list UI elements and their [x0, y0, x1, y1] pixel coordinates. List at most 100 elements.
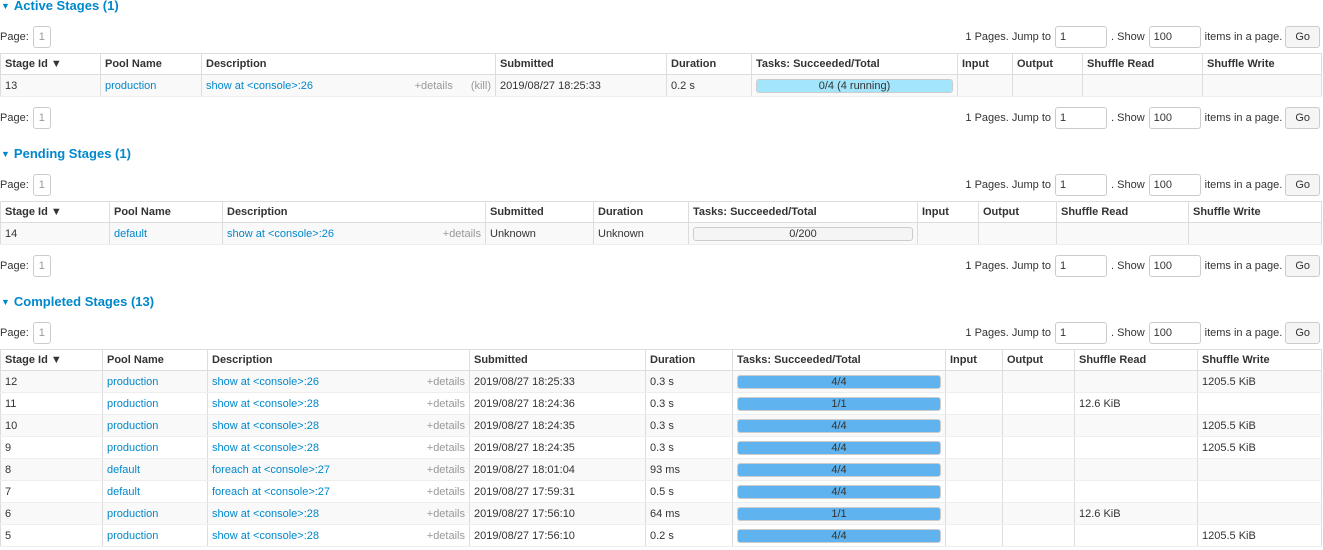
- column-header-tasks-succeeded-total[interactable]: Tasks: Succeeded/Total: [751, 53, 958, 75]
- pool-name-link[interactable]: default: [114, 227, 148, 240]
- go-button[interactable]: Go: [1285, 107, 1320, 129]
- tasks-text: 4/4: [831, 375, 847, 388]
- submitted-cell: Unknown: [485, 222, 594, 245]
- pool-name-link[interactable]: default: [107, 463, 141, 476]
- stage-id-cell: 14: [0, 222, 110, 245]
- page-size-input[interactable]: 100: [1148, 322, 1201, 344]
- pool-name-link[interactable]: production: [107, 441, 159, 454]
- column-header-shuffle-read[interactable]: Shuffle Read: [1082, 53, 1203, 75]
- column-header-shuffle-write[interactable]: Shuffle Write: [1188, 201, 1322, 223]
- details-toggle[interactable]: +details: [426, 419, 465, 432]
- shuffle-write-cell: [1188, 222, 1322, 245]
- column-header-input[interactable]: Input: [957, 53, 1013, 75]
- column-header-shuffle-read[interactable]: Shuffle Read: [1074, 349, 1198, 371]
- pool-name-cell: production: [100, 74, 202, 97]
- collapse-triangle-icon[interactable]: ▼: [1, 1, 10, 11]
- tasks-cell: 1/1: [732, 502, 946, 525]
- column-header-submitted[interactable]: Submitted: [495, 53, 667, 75]
- column-header-submitted[interactable]: Submitted: [485, 201, 594, 223]
- pool-name-link[interactable]: production: [107, 397, 159, 410]
- description-link[interactable]: show at <console>:28: [212, 529, 320, 542]
- column-header-description[interactable]: Description: [201, 53, 496, 75]
- page-size-input[interactable]: 100: [1148, 174, 1201, 196]
- kill-link[interactable]: (kill): [470, 79, 491, 92]
- column-header-stage-id[interactable]: Stage Id ▼: [0, 349, 103, 371]
- jump-to-page-input[interactable]: 1: [1055, 322, 1108, 344]
- pool-name-link[interactable]: production: [107, 375, 159, 388]
- column-header-pool-name[interactable]: Pool Name: [109, 201, 223, 223]
- page-number-button[interactable]: 1: [32, 26, 51, 48]
- description-link[interactable]: show at <console>:28: [212, 419, 320, 432]
- page-number-button[interactable]: 1: [32, 255, 51, 277]
- go-button[interactable]: Go: [1285, 26, 1320, 48]
- column-header-shuffle-write[interactable]: Shuffle Write: [1197, 349, 1322, 371]
- column-header-tasks-succeeded-total[interactable]: Tasks: Succeeded/Total: [732, 349, 946, 371]
- details-toggle[interactable]: +details: [426, 397, 465, 410]
- duration-cell: 0.2 s: [645, 524, 733, 547]
- description-link[interactable]: show at <console>:28: [212, 441, 320, 454]
- completed-stages-heading[interactable]: ▼ Completed Stages (13): [0, 295, 1322, 312]
- details-toggle[interactable]: +details: [426, 441, 465, 454]
- go-button[interactable]: Go: [1285, 322, 1320, 344]
- collapse-triangle-icon[interactable]: ▼: [1, 149, 10, 159]
- pool-name-link[interactable]: production: [107, 419, 159, 432]
- column-header-description[interactable]: Description: [207, 349, 470, 371]
- column-header-duration[interactable]: Duration: [666, 53, 752, 75]
- pending-stages-heading[interactable]: ▼ Pending Stages (1): [0, 147, 1322, 164]
- column-header-duration[interactable]: Duration: [593, 201, 689, 223]
- column-header-pool-name[interactable]: Pool Name: [100, 53, 202, 75]
- description-link[interactable]: show at <console>:28: [212, 507, 320, 520]
- pool-name-link[interactable]: default: [107, 485, 141, 498]
- column-header-tasks-succeeded-total[interactable]: Tasks: Succeeded/Total: [688, 201, 918, 223]
- details-toggle[interactable]: +details: [442, 227, 481, 240]
- page-number-button[interactable]: 1: [32, 174, 51, 196]
- description-link[interactable]: foreach at <console>:27: [212, 463, 331, 476]
- column-header-stage-id[interactable]: Stage Id ▼: [0, 201, 110, 223]
- pool-name-link[interactable]: production: [107, 507, 159, 520]
- tasks-cell: 4/4: [732, 370, 946, 393]
- column-header-input[interactable]: Input: [917, 201, 979, 223]
- column-header-description[interactable]: Description: [222, 201, 486, 223]
- stage-id-cell: 13: [0, 74, 101, 97]
- details-toggle[interactable]: +details: [426, 485, 465, 498]
- page-size-input[interactable]: 100: [1148, 255, 1201, 277]
- details-toggle[interactable]: +details: [426, 529, 465, 542]
- page-number-button[interactable]: 1: [32, 322, 51, 344]
- column-header-output[interactable]: Output: [1012, 53, 1083, 75]
- details-toggle[interactable]: +details: [414, 79, 453, 92]
- go-button[interactable]: Go: [1285, 174, 1320, 196]
- column-header-shuffle-write[interactable]: Shuffle Write: [1202, 53, 1322, 75]
- description-link[interactable]: show at <console>:28: [212, 397, 320, 410]
- show-text: . Show: [1111, 260, 1145, 272]
- description-link[interactable]: foreach at <console>:27: [212, 485, 331, 498]
- jump-to-page-input[interactable]: 1: [1055, 26, 1108, 48]
- jump-to-page-input[interactable]: 1: [1055, 255, 1108, 277]
- column-header-stage-id[interactable]: Stage Id ▼: [0, 53, 101, 75]
- page-number-button[interactable]: 1: [32, 107, 51, 129]
- details-toggle[interactable]: +details: [426, 375, 465, 388]
- description-link[interactable]: show at <console>:26: [227, 227, 335, 240]
- duration-cell: 0.3 s: [645, 370, 733, 393]
- column-header-output[interactable]: Output: [1002, 349, 1075, 371]
- show-text: . Show: [1111, 112, 1145, 124]
- jump-to-page-input[interactable]: 1: [1055, 107, 1108, 129]
- description-link[interactable]: show at <console>:26: [212, 375, 320, 388]
- description-link[interactable]: show at <console>:26: [206, 79, 314, 92]
- pool-name-link[interactable]: production: [107, 529, 159, 542]
- column-header-duration[interactable]: Duration: [645, 349, 733, 371]
- column-header-shuffle-read[interactable]: Shuffle Read: [1056, 201, 1189, 223]
- collapse-triangle-icon[interactable]: ▼: [1, 297, 10, 307]
- description-cell: +details show at <console>:28: [207, 392, 470, 415]
- details-toggle[interactable]: +details: [426, 507, 465, 520]
- column-header-submitted[interactable]: Submitted: [469, 349, 646, 371]
- active-stages-heading[interactable]: ▼ Active Stages (1): [0, 0, 1322, 16]
- details-toggle[interactable]: +details: [426, 463, 465, 476]
- page-size-input[interactable]: 100: [1148, 26, 1201, 48]
- page-size-input[interactable]: 100: [1148, 107, 1201, 129]
- pool-name-link[interactable]: production: [105, 79, 157, 92]
- column-header-input[interactable]: Input: [945, 349, 1003, 371]
- jump-to-page-input[interactable]: 1: [1055, 174, 1108, 196]
- column-header-output[interactable]: Output: [978, 201, 1057, 223]
- column-header-pool-name[interactable]: Pool Name: [102, 349, 208, 371]
- go-button[interactable]: Go: [1285, 255, 1320, 277]
